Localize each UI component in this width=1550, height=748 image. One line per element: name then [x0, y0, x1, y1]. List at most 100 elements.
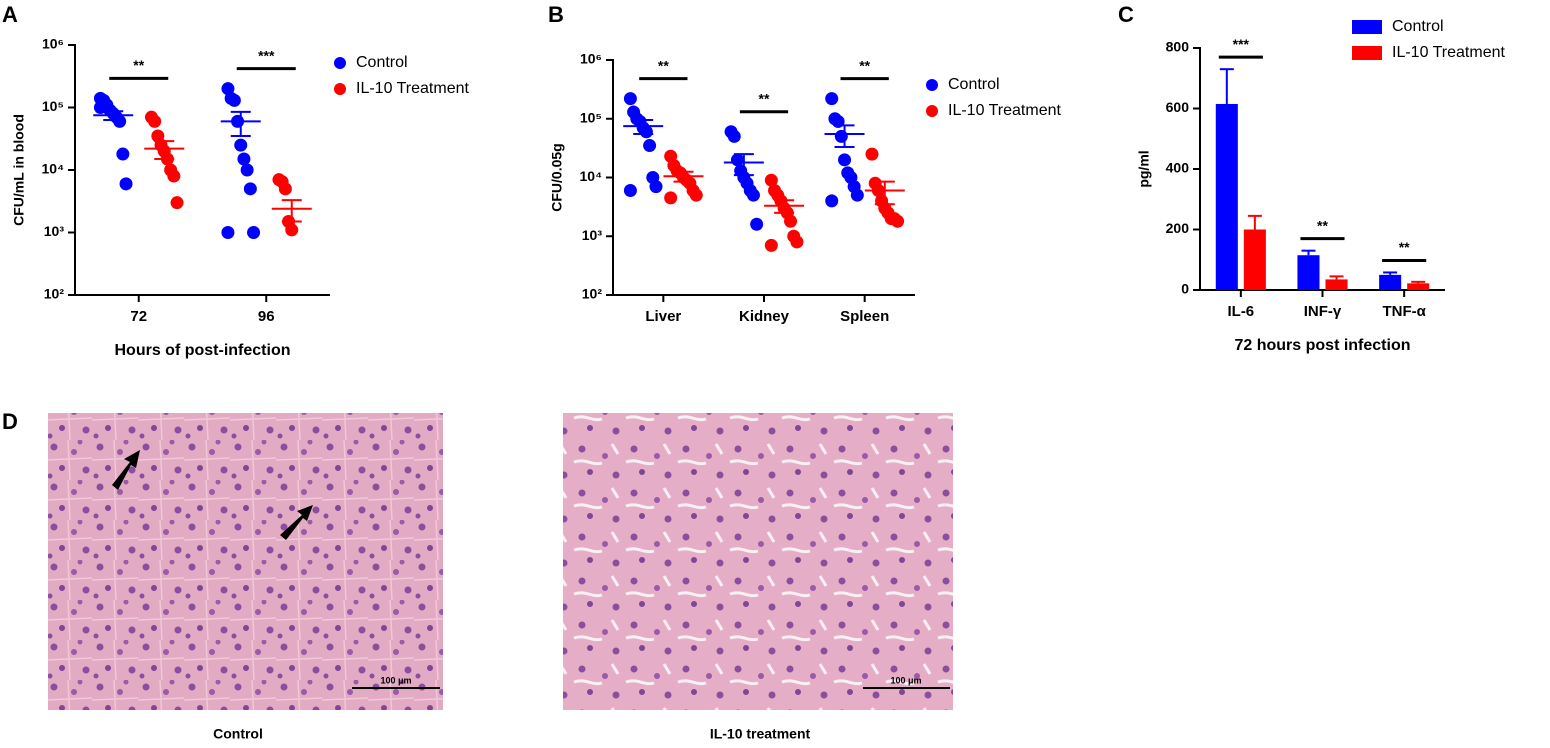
- data-point: [167, 169, 181, 183]
- data-point: [727, 129, 741, 143]
- significance-label: **: [133, 57, 144, 73]
- y-tick-label: 10³: [44, 223, 65, 239]
- legend-marker: [334, 83, 346, 95]
- y-tick-label: 800: [1166, 39, 1190, 55]
- data-point: [148, 114, 162, 128]
- data-point: [639, 125, 653, 139]
- data-point: [825, 194, 839, 208]
- x-tick-label: Spleen: [840, 308, 889, 325]
- significance-label: **: [859, 57, 870, 73]
- arrow: [280, 505, 313, 540]
- legend-label: IL-10 Treatment: [948, 102, 1062, 119]
- x-tick-label: Liver: [645, 308, 681, 325]
- scale-bar-label: 100 μm: [380, 675, 411, 685]
- scale-bar-label: 100 μm: [890, 675, 921, 685]
- image-caption: IL-10 treatment: [710, 726, 811, 742]
- legend-marker: [1352, 46, 1382, 60]
- legend-marker: [1352, 20, 1382, 34]
- data-point: [891, 214, 905, 228]
- y-tick-label: 10⁵: [580, 109, 602, 125]
- bar: [1379, 274, 1402, 290]
- significance-label: **: [1317, 217, 1328, 233]
- legend-marker: [926, 79, 938, 91]
- data-point: [240, 163, 254, 177]
- y-tick-label: 600: [1166, 99, 1190, 115]
- data-point: [730, 153, 744, 167]
- data-point: [865, 147, 879, 161]
- y-tick-label: 0: [1181, 281, 1189, 297]
- significance-label: ***: [1233, 36, 1250, 52]
- data-point: [227, 93, 241, 107]
- data-point: [850, 188, 864, 202]
- data-point: [247, 226, 261, 239]
- data-point: [750, 217, 764, 231]
- significance-label: **: [759, 90, 770, 106]
- x-tick-label: 96: [258, 308, 275, 325]
- data-point: [623, 92, 637, 106]
- y-axis-label: CFU/0.05g: [549, 143, 565, 211]
- y-tick-label: 10⁴: [580, 168, 603, 184]
- data-point: [834, 129, 848, 143]
- data-point: [649, 180, 663, 194]
- data-point: [170, 196, 184, 210]
- data-point: [285, 223, 299, 237]
- data-point: [664, 191, 678, 205]
- y-tick-label: 10²: [582, 286, 603, 302]
- y-axis-label: pg/ml: [1136, 150, 1152, 187]
- significance-label: **: [1399, 239, 1410, 255]
- x-tick-label: IL-6: [1227, 303, 1254, 320]
- bar: [1243, 229, 1266, 290]
- y-tick-label: 10²: [44, 286, 65, 302]
- bar: [1407, 283, 1430, 290]
- x-tick-label: INF-γ: [1304, 303, 1342, 320]
- x-tick-label: 72: [130, 308, 147, 325]
- data-point: [116, 147, 130, 161]
- y-tick-label: 200: [1166, 220, 1190, 236]
- data-point: [623, 184, 637, 198]
- data-point: [237, 152, 251, 166]
- data-point: [838, 153, 852, 167]
- panel-label: B: [548, 2, 564, 27]
- y-tick-label: 10⁴: [42, 161, 65, 177]
- data-point: [643, 139, 657, 153]
- data-point: [784, 214, 798, 228]
- legend-label: Control: [356, 54, 408, 71]
- significance-label: **: [658, 57, 669, 73]
- y-tick-label: 10⁶: [580, 51, 602, 67]
- data-point: [825, 92, 839, 106]
- legend-label: IL-10 Treatment: [356, 80, 470, 97]
- x-axis-label: Hours of post-infection: [115, 342, 291, 359]
- data-point: [746, 188, 760, 202]
- data-point: [764, 238, 778, 252]
- data-point: [790, 235, 804, 249]
- data-point: [278, 182, 292, 196]
- legend-label: Control: [948, 76, 1000, 93]
- image-caption: Control: [213, 726, 263, 742]
- panel-label: A: [2, 2, 18, 27]
- data-point: [689, 188, 703, 202]
- histology-image: [48, 413, 443, 710]
- bar: [1215, 103, 1238, 291]
- x-tick-label: TNF-α: [1382, 303, 1426, 320]
- bar: [1325, 279, 1348, 290]
- y-tick-label: 400: [1166, 160, 1190, 176]
- panel-label: D: [2, 409, 18, 434]
- x-tick-label: Kidney: [739, 308, 790, 325]
- significance-label: ***: [258, 47, 275, 63]
- legend-marker: [334, 57, 346, 69]
- legend-label: Control: [1392, 18, 1444, 35]
- data-point: [113, 114, 127, 128]
- data-point: [764, 173, 778, 187]
- x-axis-label: 72 hours post infection: [1234, 337, 1410, 354]
- data-point: [119, 177, 133, 191]
- arrow: [112, 450, 140, 490]
- legend-marker: [926, 105, 938, 117]
- panel-label: C: [1118, 2, 1134, 27]
- legend-label: IL-10 Treatment: [1392, 44, 1506, 61]
- data-point: [221, 226, 235, 239]
- y-tick-label: 10⁶: [42, 36, 64, 52]
- y-tick-label: 10³: [582, 227, 603, 243]
- histology-image: [563, 413, 953, 710]
- y-tick-label: 10⁵: [42, 98, 64, 114]
